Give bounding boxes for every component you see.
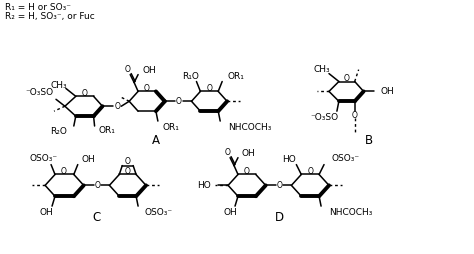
Text: OH: OH	[223, 208, 237, 217]
Text: OR₁: OR₁	[227, 72, 244, 81]
Text: O: O	[82, 89, 88, 98]
Text: O: O	[344, 74, 350, 83]
Text: O: O	[307, 167, 313, 176]
Text: D: D	[275, 212, 284, 225]
Text: O: O	[114, 102, 120, 111]
Text: O: O	[206, 84, 212, 93]
Text: OSO₃⁻: OSO₃⁻	[332, 154, 360, 163]
Text: O: O	[352, 111, 358, 120]
Text: NHCOCH₃: NHCOCH₃	[329, 208, 373, 217]
Text: O: O	[144, 84, 150, 93]
Text: A: A	[152, 134, 160, 147]
Text: OH: OH	[381, 87, 394, 96]
Text: HO: HO	[283, 155, 296, 164]
Text: O: O	[95, 181, 100, 190]
Text: OR₁: OR₁	[99, 126, 115, 135]
Text: O: O	[244, 167, 250, 176]
Text: CH₃: CH₃	[51, 81, 67, 90]
Text: OH: OH	[242, 149, 255, 158]
Text: R₁ = H or SO₃⁻: R₁ = H or SO₃⁻	[5, 3, 71, 12]
Text: ⁻O₃SO: ⁻O₃SO	[310, 113, 338, 122]
Text: O: O	[124, 167, 130, 176]
Text: R₁O: R₁O	[182, 72, 199, 81]
Text: O: O	[176, 97, 182, 106]
Text: OSO₃⁻: OSO₃⁻	[144, 208, 172, 217]
Text: B: B	[365, 134, 373, 147]
Text: O: O	[224, 148, 230, 157]
Text: NHCOCH₃: NHCOCH₃	[228, 122, 272, 132]
Text: OSO₃⁻: OSO₃⁻	[29, 154, 57, 163]
Text: CH₃: CH₃	[314, 65, 330, 74]
Text: OH: OH	[142, 66, 156, 75]
Text: OH: OH	[82, 155, 95, 164]
Text: O: O	[61, 167, 67, 176]
Text: OR₁: OR₁	[163, 122, 180, 132]
Text: HO: HO	[198, 181, 211, 190]
Text: O: O	[277, 181, 283, 190]
Text: O: O	[124, 157, 130, 166]
Text: ⁻O₃SO: ⁻O₃SO	[25, 88, 53, 97]
Text: OH: OH	[39, 208, 53, 217]
Text: R₂O: R₂O	[51, 128, 67, 136]
Text: R₂ = H, SO₃⁻, or Fuc: R₂ = H, SO₃⁻, or Fuc	[5, 12, 94, 21]
Text: C: C	[92, 212, 100, 225]
Text: O: O	[124, 65, 130, 74]
